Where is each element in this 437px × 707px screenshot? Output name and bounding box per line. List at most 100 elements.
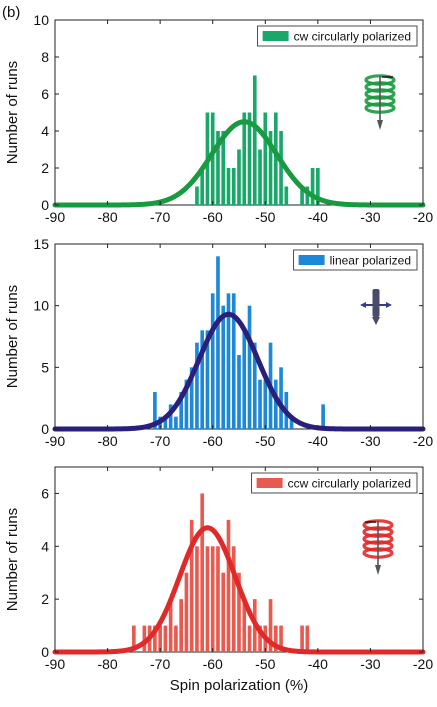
histogram-bar	[252, 75, 257, 205]
x-tick-label: -90	[45, 209, 65, 225]
y-tick-label: 4	[41, 123, 49, 139]
histogram-bar	[242, 330, 247, 429]
gaussian-fit-line	[52, 311, 426, 432]
legend-box	[251, 472, 418, 494]
y-tick-label: 10	[33, 298, 49, 314]
y-tick-label: 8	[41, 49, 49, 65]
x-tick-label: -30	[360, 433, 380, 449]
x-tick-label: -90	[45, 656, 65, 672]
histogram-bar	[189, 519, 194, 652]
histogram-bar	[279, 131, 283, 205]
histogram-bar	[305, 186, 310, 205]
x-tick-label: -40	[308, 656, 328, 672]
histogram-bar	[258, 625, 262, 652]
histogram-bar	[242, 112, 247, 205]
x-tick-label: -80	[97, 209, 117, 225]
y-tick-label: 2	[41, 160, 49, 176]
histogram-bar	[310, 168, 315, 205]
legend-label: ccw circularly polarized	[288, 477, 411, 491]
x-tick-label: -50	[255, 656, 275, 672]
legend-label: cw circularly polarized	[294, 30, 411, 44]
x-tick-label: -40	[308, 209, 328, 225]
histogram-bar	[210, 112, 215, 205]
y-tick-label: 4	[41, 538, 49, 554]
legend: ccw circularly polarized	[251, 472, 418, 494]
histogram-bar	[273, 112, 278, 205]
panel-label: (b)	[2, 4, 20, 21]
y-axis-label: Number of runs	[4, 61, 21, 164]
y-axis-label: Number of runs	[4, 285, 21, 388]
x-tick-label: -40	[308, 433, 328, 449]
y-axis-label: Number of runs	[4, 508, 21, 611]
histogram-bar	[231, 546, 236, 652]
x-tick-label: -30	[360, 209, 380, 225]
x-tick-label: -70	[150, 433, 170, 449]
y-tick-label: 10	[33, 12, 49, 28]
histogram-bar	[226, 293, 231, 429]
histogram-bar	[226, 519, 231, 652]
histogram-bar	[184, 572, 189, 652]
x-tick-label: -80	[97, 433, 117, 449]
x-tick-label: -70	[150, 656, 170, 672]
histogram-bar	[195, 342, 199, 429]
x-tick-label: -80	[97, 656, 117, 672]
x-tick-label: -90	[45, 433, 65, 449]
legend-swatch	[298, 255, 325, 265]
histogram-bar	[153, 392, 157, 429]
histogram-bar	[279, 625, 283, 652]
x-tick-label: -60	[203, 433, 223, 449]
histogram-bar	[200, 493, 205, 652]
x-tick-label: -50	[255, 209, 275, 225]
histogram-bar	[216, 131, 220, 205]
legend-box	[257, 25, 418, 47]
histogram-bar	[168, 599, 173, 652]
histogram-bar	[273, 379, 278, 429]
x-tick-label: -20	[413, 656, 433, 672]
histogram-bar	[132, 625, 136, 652]
histogram-bar	[263, 379, 268, 429]
histogram-bar	[216, 256, 220, 429]
chart-panel-2: -90 -80 -70 -60 -50 -40 -30 -20 0 5 10 15 Number of …	[4, 236, 433, 449]
counterclockwise-helix-icon	[362, 519, 394, 575]
histogram-bar	[142, 625, 147, 652]
histogram-bar	[268, 599, 273, 652]
histogram-bar	[237, 149, 241, 205]
histogram-bar	[221, 305, 226, 429]
histogram-bar	[163, 625, 168, 652]
x-axis-label: Spin polarization (%)	[170, 677, 308, 694]
histogram-bar	[205, 546, 210, 652]
legend-swatch	[262, 31, 289, 41]
chart-panel-3: -90 -80 -70 -60 -50 -40 -30 -20 0 2 4 6 Number of ru…	[4, 466, 433, 694]
x-tick-label: -70	[150, 209, 170, 225]
y-tick-label: 0	[41, 421, 49, 437]
histogram-bar	[189, 367, 194, 429]
y-tick-label: 6	[41, 485, 49, 501]
y-tick-label: 6	[41, 86, 49, 102]
histogram-bar	[289, 416, 294, 429]
x-tick-label: -20	[413, 433, 433, 449]
histogram-bar	[163, 416, 168, 429]
histogram-bar	[200, 330, 205, 429]
histogram-bar	[258, 149, 262, 205]
histogram-bar	[273, 625, 278, 652]
histogram-bar	[247, 112, 252, 205]
histogram-bar	[247, 625, 252, 652]
histogram-bar	[247, 305, 252, 429]
legend-swatch	[256, 478, 283, 488]
histogram-bar	[284, 186, 289, 205]
histogram-bar	[168, 404, 173, 429]
histogram-bar	[300, 186, 304, 205]
histogram-bar	[195, 186, 199, 205]
x-tick-label: -30	[360, 656, 380, 672]
histogram-bar	[174, 416, 178, 429]
histogram-bar	[258, 379, 262, 429]
histogram-bar	[305, 625, 310, 652]
histogram-bar	[268, 131, 273, 205]
histogram-bar	[279, 367, 283, 429]
histogram-bar	[153, 625, 157, 652]
gaussian-fit-line	[52, 525, 426, 655]
histogram-bar	[221, 131, 226, 205]
histogram-bar	[210, 293, 215, 429]
histogram-bar	[316, 168, 320, 205]
